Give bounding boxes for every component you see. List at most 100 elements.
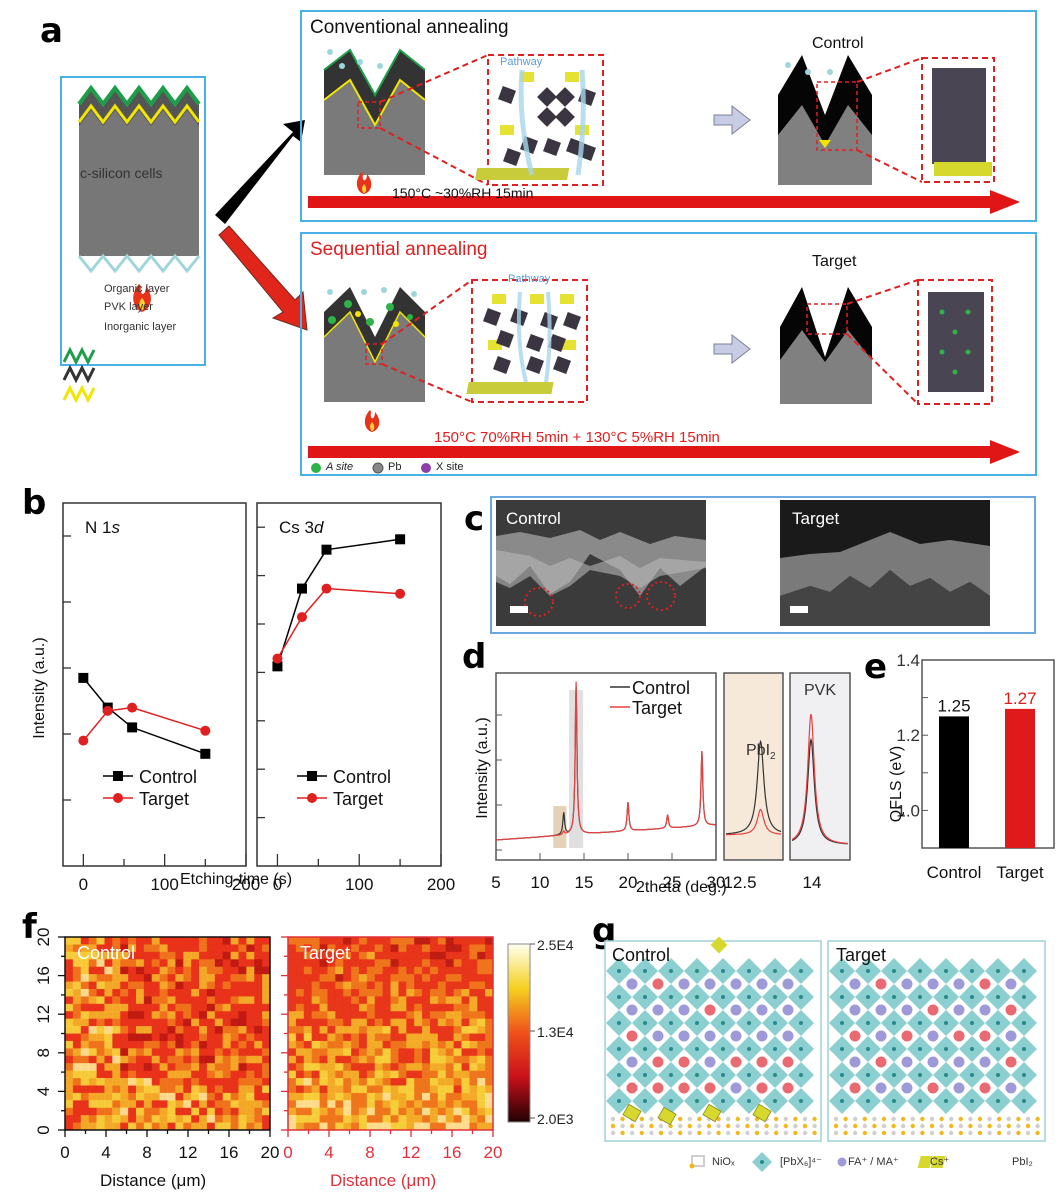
heatmap-cell xyxy=(311,1018,321,1027)
heatmap-cell xyxy=(335,974,344,983)
heatmap-cell xyxy=(72,974,82,983)
pb-atom xyxy=(944,995,948,999)
heatmap-cell xyxy=(453,974,462,983)
heatmap-cell xyxy=(358,1100,368,1109)
niox-atom xyxy=(958,1130,963,1136)
heatmap-cell xyxy=(295,966,305,975)
heatmap-cell xyxy=(175,988,184,997)
heatmap-cell xyxy=(414,937,423,945)
heatmap-cell xyxy=(72,1033,82,1042)
heatmap-cell xyxy=(151,1107,161,1116)
heatmap-cell xyxy=(96,1107,105,1116)
heatmap-cell xyxy=(311,959,321,968)
heatmap-cell xyxy=(104,1026,113,1034)
heatmap-cell xyxy=(288,1026,297,1034)
heatmap-cell xyxy=(128,1055,137,1064)
pb-atom xyxy=(866,995,870,999)
heatmap-cell xyxy=(151,981,161,990)
heatmap-cell xyxy=(262,1055,271,1064)
heatmap-cell xyxy=(238,1003,247,1012)
heatmap-cell xyxy=(159,1107,168,1116)
fa-ma-cation xyxy=(901,1004,913,1016)
heatmap-cell xyxy=(151,1026,161,1034)
heatmap-cell xyxy=(167,1063,176,1072)
heatmap-cell xyxy=(461,1122,470,1131)
heatmap-cell xyxy=(151,951,161,960)
heatmap-cell xyxy=(112,1085,121,1094)
heatmap-cell xyxy=(88,1092,98,1101)
heatmap-cell xyxy=(469,1055,478,1064)
heatmap-cell xyxy=(65,1107,74,1116)
heatmap-cell xyxy=(262,944,271,953)
heatmap-cell xyxy=(175,1026,184,1034)
heatmap-cell xyxy=(288,1040,297,1049)
heatmap-cell xyxy=(437,1003,447,1012)
heatmap-cell xyxy=(351,1003,360,1012)
heatmap-cell xyxy=(351,1055,360,1064)
flame-icon xyxy=(356,172,372,194)
heatmap-cell xyxy=(96,944,105,953)
heatmap-cell xyxy=(65,1026,74,1034)
heatmap-cell xyxy=(183,951,192,960)
heatmap-cell xyxy=(343,1018,352,1027)
heatmap-cell xyxy=(199,1092,208,1101)
heatmap-cell xyxy=(461,944,470,953)
pb-atom xyxy=(773,1021,777,1025)
heatmap-cell xyxy=(327,944,336,953)
heatmap-cell xyxy=(254,951,263,960)
e-ylabel: QFLS (eV) xyxy=(888,745,905,823)
heatmap-cell xyxy=(183,966,192,975)
heatmap-cell xyxy=(414,1085,423,1094)
heatmap-cell xyxy=(214,1018,224,1027)
heatmap-cell xyxy=(453,1033,462,1042)
heatmap-cell xyxy=(358,1078,368,1086)
heatmap-cell xyxy=(343,1115,352,1124)
heatmap-cell xyxy=(453,966,462,975)
heatmap-cell xyxy=(143,944,153,953)
heatmap-cell xyxy=(96,1003,105,1012)
heatmap-cell xyxy=(246,1033,255,1042)
heatmap-cell xyxy=(303,937,313,945)
heatmap-cell xyxy=(191,959,200,968)
pb-atom xyxy=(1022,1073,1026,1077)
heatmap-cell xyxy=(230,951,239,960)
heatmap-cell xyxy=(358,1048,368,1057)
heatmap-cell xyxy=(214,1070,224,1079)
heatmap-cell xyxy=(159,1018,168,1027)
fa-ma-cation xyxy=(704,978,716,990)
heatmap-cell xyxy=(80,1033,90,1042)
inset-target-line xyxy=(726,808,782,836)
heatmap-cell xyxy=(327,988,336,997)
heatmap-cell xyxy=(382,937,391,945)
pb-atom xyxy=(1022,995,1026,999)
heatmap-cell xyxy=(143,1122,153,1131)
heatmap-cell xyxy=(406,1085,415,1094)
bar-target xyxy=(1005,708,1035,848)
fa-ma-cation xyxy=(756,978,768,990)
niox-atom xyxy=(812,1116,817,1122)
cs-cation xyxy=(979,978,991,990)
heatmap-cell xyxy=(135,1048,145,1057)
heatmap-cell xyxy=(183,1003,192,1012)
fa-ma-cation xyxy=(927,1030,939,1042)
heatmap-cell xyxy=(477,1107,486,1116)
g-legend-pbi2: PbI₂ xyxy=(1012,1156,1033,1168)
heatmap-cell xyxy=(390,1070,399,1079)
heatmap-cell xyxy=(382,1018,391,1027)
heatmap-cell xyxy=(96,1122,105,1131)
heatmap-cell xyxy=(422,966,431,975)
heatmap-cell xyxy=(199,981,208,990)
heatmap-cell xyxy=(175,1070,184,1079)
heatmap-cell xyxy=(422,988,431,997)
heatmap-cell xyxy=(65,959,74,968)
niox-atom xyxy=(843,1130,848,1136)
heatmap-cell xyxy=(469,1115,478,1124)
heatmap-cell xyxy=(222,1092,232,1101)
heatmap-cell xyxy=(183,1115,192,1124)
heatmap-cell xyxy=(230,959,239,968)
heatmap-cell xyxy=(175,1063,184,1072)
pb-atom xyxy=(799,1099,803,1103)
heatmap-cell xyxy=(80,1085,90,1094)
control-result-label: Control xyxy=(812,35,864,52)
heatmap-cell xyxy=(406,1048,415,1057)
